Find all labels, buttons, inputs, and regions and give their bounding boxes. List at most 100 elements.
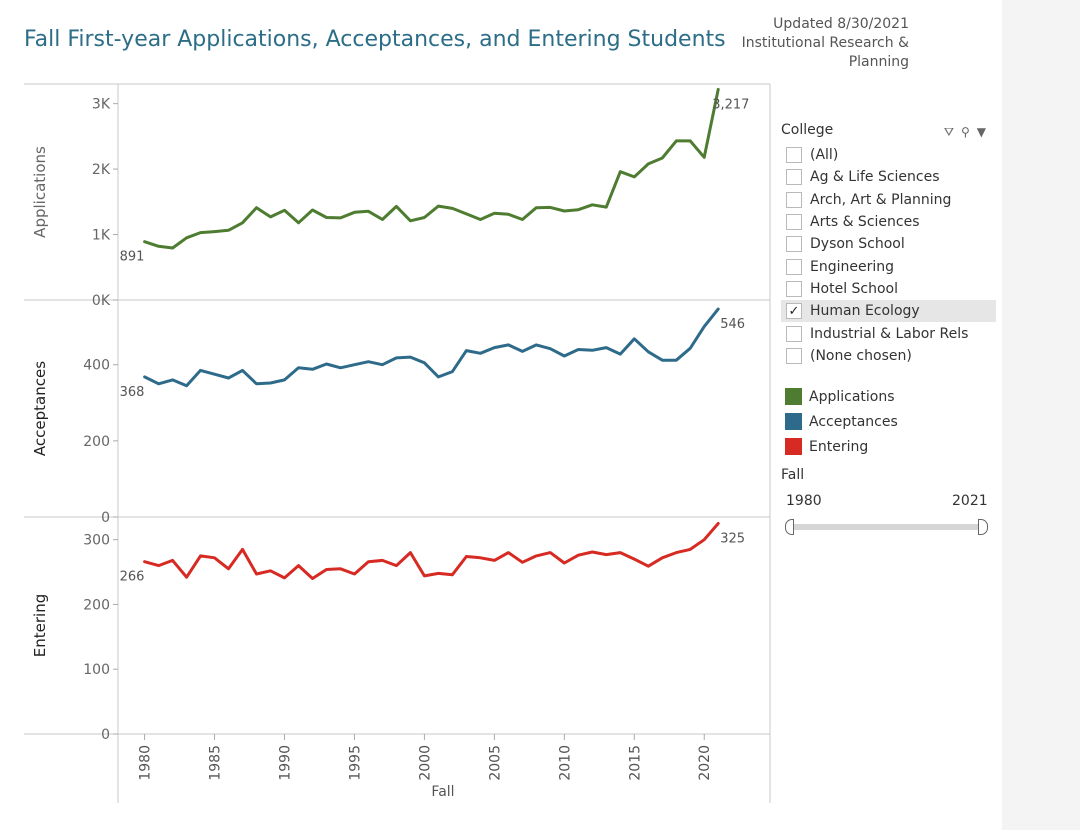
series-line-applications [143, 87, 720, 250]
checkbox[interactable] [786, 236, 802, 253]
data-point [549, 347, 552, 350]
data-point [521, 561, 524, 564]
y-tick-label: 1K [92, 228, 111, 244]
data-point [171, 378, 174, 381]
color-legend: Applications Acceptances Entering [785, 384, 898, 459]
legend-swatch [785, 413, 802, 430]
data-point [143, 240, 146, 243]
filter-item[interactable]: Arts & Sciences [781, 211, 996, 233]
search-icon[interactable]: ⚲ [960, 125, 970, 139]
data-point [325, 363, 328, 366]
filter-item[interactable]: Industrial & Labor Rels [781, 322, 996, 344]
end-value-label: 546 [720, 317, 745, 332]
data-point [689, 347, 692, 350]
y-tick-label: 200 [83, 434, 110, 450]
filter-item[interactable]: ✓ Human Ecology [781, 300, 996, 323]
legend-label: Entering [809, 438, 869, 455]
data-point [325, 568, 328, 571]
data-point [255, 206, 258, 209]
end-value-label: 325 [720, 531, 745, 546]
filter-item[interactable]: Dyson School [781, 233, 996, 255]
checkbox[interactable] [786, 347, 802, 364]
data-point [689, 548, 692, 551]
y-tick-label: 100 [83, 662, 110, 678]
filter-item[interactable]: Hotel School [781, 278, 996, 300]
filter-item[interactable]: Engineering [781, 255, 996, 277]
filter-item[interactable]: (None chosen) [781, 345, 996, 367]
checkbox[interactable] [786, 147, 802, 164]
dropdown-menu-icon[interactable]: ▼ [976, 125, 986, 139]
data-point [353, 363, 356, 366]
data-point [227, 229, 230, 232]
fall-slider-handle-min[interactable] [785, 519, 794, 535]
x-tick-label: 1985 [208, 745, 224, 781]
checkbox[interactable] [786, 169, 802, 186]
data-point [689, 139, 692, 142]
clear-filter-icon[interactable]: ⛛ [943, 125, 954, 139]
filter-item[interactable]: (All) [781, 144, 996, 166]
data-point [591, 203, 594, 206]
data-point [185, 236, 188, 239]
data-point [409, 551, 412, 554]
checkbox[interactable] [786, 214, 802, 231]
data-point [339, 366, 342, 369]
filter-title: College [781, 122, 834, 138]
updated-date: Updated 8/30/2021 [773, 16, 909, 32]
fall-slider-handle-max[interactable] [978, 519, 988, 535]
data-point [171, 247, 174, 250]
data-point [507, 213, 510, 216]
checkbox[interactable] [786, 280, 802, 297]
checkbox[interactable] [786, 325, 802, 342]
legend-item[interactable]: Acceptances [785, 409, 898, 434]
data-point [353, 573, 356, 576]
data-point [199, 369, 202, 372]
checkbox[interactable] [786, 258, 802, 275]
data-point [157, 564, 160, 567]
data-point [717, 308, 720, 311]
data-point [563, 355, 566, 358]
data-point [381, 218, 384, 221]
y-tick-label: 0 [101, 510, 110, 526]
filter-item[interactable]: Arch, Art & Planning [781, 189, 996, 211]
y-tick-label: 400 [83, 358, 110, 374]
data-point [241, 369, 244, 372]
data-point [451, 370, 454, 373]
data-point [535, 206, 538, 209]
data-point [157, 382, 160, 385]
data-point [227, 377, 230, 380]
data-point [549, 551, 552, 554]
data-point [381, 363, 384, 366]
data-point [703, 538, 706, 541]
fall-slider-track[interactable] [790, 524, 984, 530]
filter-item[interactable]: Ag & Life Sciences [781, 166, 996, 188]
y-tick-label: 2K [92, 162, 111, 178]
data-point [717, 88, 720, 91]
data-point [493, 559, 496, 562]
filter-item-label: Industrial & Labor Rels [810, 325, 969, 342]
data-point [479, 556, 482, 559]
legend-item[interactable]: Entering [785, 434, 898, 459]
x-tick-label: 2005 [487, 745, 503, 781]
start-value-label: 266 [120, 570, 145, 585]
y-tick-label: 0K [92, 293, 111, 309]
data-point [171, 559, 174, 562]
legend-swatch [785, 388, 802, 405]
legend-label: Applications [809, 388, 895, 405]
data-point [661, 157, 664, 160]
data-point [367, 560, 370, 563]
y-axis-title: Applications [31, 146, 49, 238]
data-point [675, 359, 678, 362]
data-point [591, 349, 594, 352]
series-layer: 891 3,217 368 546 266 325 [120, 87, 749, 585]
legend-item[interactable]: Applications [785, 384, 898, 409]
data-point [437, 572, 440, 575]
data-point [633, 337, 636, 340]
checkbox[interactable] [786, 191, 802, 208]
data-point [353, 211, 356, 214]
data-point [535, 554, 538, 557]
data-point [143, 560, 146, 563]
data-point [507, 551, 510, 554]
data-point [325, 216, 328, 219]
data-point [619, 353, 622, 356]
checkbox[interactable]: ✓ [786, 303, 802, 320]
